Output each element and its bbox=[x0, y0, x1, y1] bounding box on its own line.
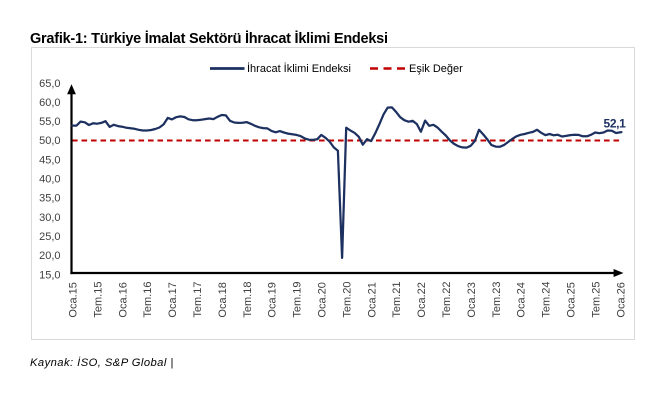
svg-text:Tem.22: Tem.22 bbox=[441, 282, 453, 318]
svg-text:Grafik-1: Türkiye İmalat Sektö: Grafik-1: Türkiye İmalat Sektörü İhracat… bbox=[30, 30, 388, 47]
svg-text:Oca.15: Oca.15 bbox=[68, 282, 80, 317]
svg-text:Oca.19: Oca.19 bbox=[267, 282, 279, 317]
svg-text:Tem.18: Tem.18 bbox=[242, 282, 254, 318]
svg-text:Oca.21: Oca.21 bbox=[366, 282, 378, 317]
svg-text:35,0: 35,0 bbox=[39, 193, 60, 205]
svg-text:65,0: 65,0 bbox=[39, 78, 60, 90]
svg-text:50,0: 50,0 bbox=[39, 135, 60, 147]
svg-text:Oca.20: Oca.20 bbox=[317, 282, 329, 317]
svg-text:Oca.17: Oca.17 bbox=[167, 282, 179, 317]
svg-text:İhracat İklimi Endeksi: İhracat İklimi Endeksi bbox=[247, 62, 351, 75]
svg-text:Oca.23: Oca.23 bbox=[466, 282, 478, 317]
svg-text:45,0: 45,0 bbox=[39, 154, 60, 166]
svg-text:60,0: 60,0 bbox=[39, 97, 60, 109]
svg-text:Kaynak: İSO, S&P Global |: Kaynak: İSO, S&P Global | bbox=[30, 357, 174, 369]
svg-text:Oca.25: Oca.25 bbox=[566, 282, 578, 317]
svg-text:Oca.26: Oca.26 bbox=[615, 282, 627, 317]
svg-text:Tem.17: Tem.17 bbox=[192, 282, 204, 318]
svg-text:Tem.20: Tem.20 bbox=[341, 282, 353, 318]
svg-text:Tem.25: Tem.25 bbox=[590, 282, 602, 318]
svg-text:Tem.15: Tem.15 bbox=[92, 282, 104, 318]
svg-text:Tem.19: Tem.19 bbox=[292, 282, 304, 318]
svg-text:Oca.24: Oca.24 bbox=[516, 282, 528, 317]
svg-text:55,0: 55,0 bbox=[39, 116, 60, 128]
svg-text:25,0: 25,0 bbox=[39, 231, 60, 243]
svg-text:52,1: 52,1 bbox=[604, 117, 627, 131]
svg-text:Oca.18: Oca.18 bbox=[217, 282, 229, 317]
svg-text:Eşik Değer: Eşik Değer bbox=[409, 63, 463, 75]
svg-text:20,0: 20,0 bbox=[39, 250, 60, 262]
svg-text:Tem.24: Tem.24 bbox=[541, 282, 553, 318]
svg-text:Tem.16: Tem.16 bbox=[142, 282, 154, 318]
svg-text:Tem.21: Tem.21 bbox=[391, 282, 403, 318]
svg-text:30,0: 30,0 bbox=[39, 212, 60, 224]
svg-text:Oca.22: Oca.22 bbox=[416, 282, 428, 317]
svg-text:Oca.16: Oca.16 bbox=[117, 282, 129, 317]
svg-text:Tem.23: Tem.23 bbox=[491, 282, 503, 318]
svg-text:40,0: 40,0 bbox=[39, 174, 60, 186]
svg-text:15,0: 15,0 bbox=[39, 269, 60, 281]
